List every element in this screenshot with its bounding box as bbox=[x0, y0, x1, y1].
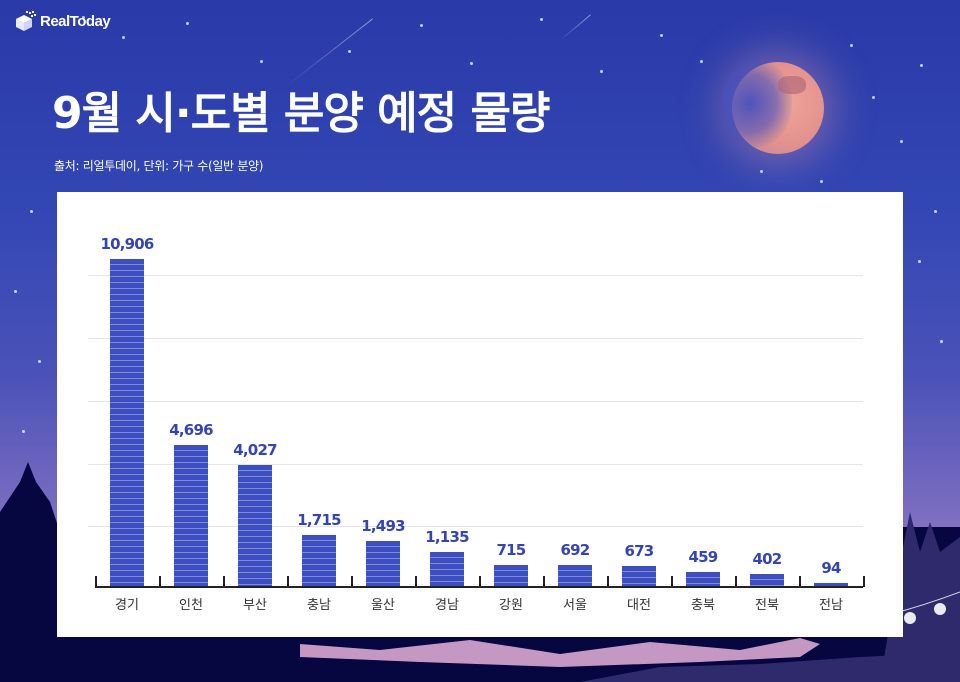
bar-경기 bbox=[110, 259, 144, 586]
bar-value-label: 1,135 bbox=[425, 527, 469, 546]
category-label: 충북 bbox=[691, 598, 715, 613]
axis-tick bbox=[799, 576, 801, 587]
axis-tick bbox=[287, 576, 289, 587]
axis-tick bbox=[479, 576, 481, 587]
axis-tick bbox=[671, 576, 673, 587]
bar-value-label: 673 bbox=[624, 541, 655, 560]
gridline bbox=[88, 338, 863, 339]
bar-서울 bbox=[558, 565, 592, 586]
bar-대전 bbox=[622, 565, 656, 586]
brand-logo: RealToday bbox=[14, 10, 111, 32]
x-axis-line bbox=[95, 586, 863, 588]
cube-logo-icon bbox=[16, 11, 36, 31]
bar-value-label: 692 bbox=[560, 541, 591, 560]
category-label: 경기 bbox=[115, 598, 139, 613]
bar-인천 bbox=[174, 445, 208, 586]
category-label: 서울 bbox=[563, 598, 587, 613]
bar-value-label: 1,493 bbox=[361, 517, 405, 536]
bar-충북 bbox=[686, 572, 720, 586]
page-title: 9월 시·도별 분양 예정 물량 bbox=[52, 88, 550, 139]
axis-tick bbox=[863, 576, 865, 587]
bar-울산 bbox=[366, 541, 400, 586]
bar-강원 bbox=[494, 564, 528, 586]
axis-tick bbox=[735, 576, 737, 587]
bar-경남 bbox=[430, 551, 464, 586]
gridline bbox=[88, 464, 863, 465]
category-label: 대전 bbox=[627, 598, 651, 613]
bar-value-label: 94 bbox=[821, 559, 841, 578]
brand-name: RealToday bbox=[40, 12, 111, 30]
gridline bbox=[88, 401, 863, 402]
bar-value-label: 10,906 bbox=[100, 235, 154, 253]
axis-tick bbox=[95, 576, 97, 587]
bar-value-label: 459 bbox=[688, 548, 719, 567]
category-label: 전북 bbox=[755, 598, 779, 613]
category-label: 전남 bbox=[819, 598, 843, 613]
category-label: 부산 bbox=[243, 598, 267, 613]
category-label: 울산 bbox=[371, 598, 395, 613]
bar-충남 bbox=[302, 534, 336, 586]
bar-부산 bbox=[238, 465, 272, 586]
bar-value-label: 4,027 bbox=[233, 441, 277, 460]
axis-tick bbox=[223, 576, 225, 587]
axis-tick bbox=[415, 576, 417, 587]
gridline bbox=[88, 526, 863, 527]
bar-전남 bbox=[814, 583, 848, 586]
category-label: 강원 bbox=[499, 598, 523, 613]
category-label: 경남 bbox=[435, 598, 459, 613]
bar-value-label: 715 bbox=[496, 540, 527, 559]
axis-tick bbox=[351, 576, 353, 587]
chart-source-note: 출처: 리얼투데이, 단위: 가구 수(일반 분양) bbox=[54, 159, 264, 173]
category-label: 충남 bbox=[307, 598, 331, 613]
bar-value-label: 4,696 bbox=[169, 421, 213, 440]
gridline bbox=[88, 275, 863, 276]
moon-illustration bbox=[722, 58, 824, 154]
axis-tick bbox=[159, 576, 161, 587]
axis-tick bbox=[607, 576, 609, 587]
category-label: 인천 bbox=[179, 598, 203, 613]
bar-value-label: 402 bbox=[752, 549, 783, 568]
axis-tick bbox=[543, 576, 545, 587]
bar-value-label: 1,715 bbox=[297, 510, 341, 529]
bar-전북 bbox=[750, 573, 784, 586]
